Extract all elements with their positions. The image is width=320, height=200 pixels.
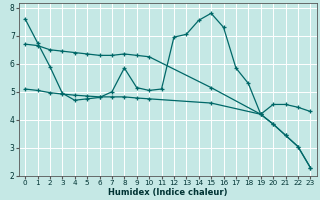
X-axis label: Humidex (Indice chaleur): Humidex (Indice chaleur) <box>108 188 228 197</box>
